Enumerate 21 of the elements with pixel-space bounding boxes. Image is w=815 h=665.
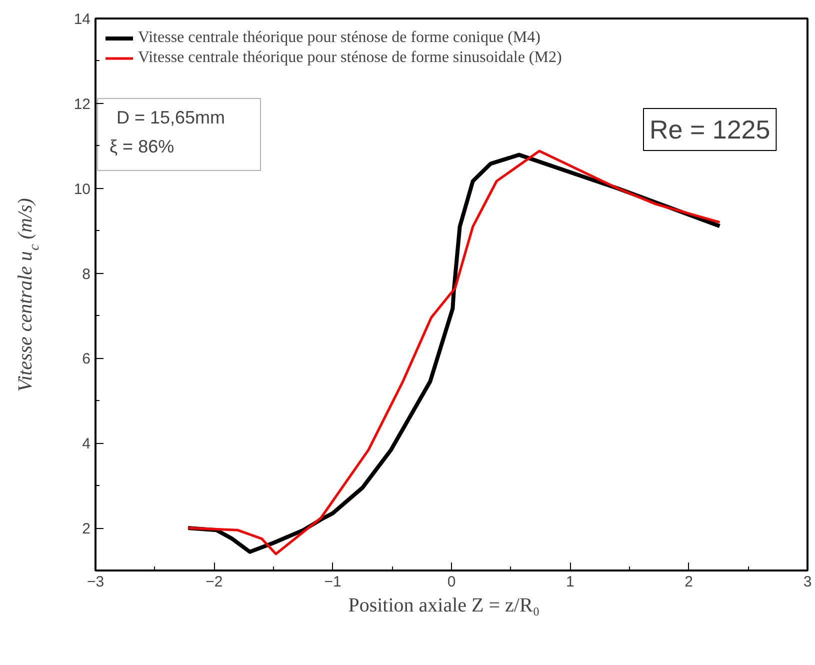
x-tick-label: 2	[684, 574, 694, 590]
annotation: Re = 1225	[650, 114, 770, 144]
x-tick-label: −3	[86, 574, 104, 590]
y-tick-label: 12	[74, 96, 91, 113]
x-tick-label: 0	[447, 574, 456, 590]
y-tick-label: 2	[82, 520, 90, 538]
x-tick-label: 1	[566, 574, 574, 590]
y-axis-title: Vitesse centrale uc (m/s)	[14, 198, 42, 392]
y-tick-label: 4	[82, 436, 90, 453]
legend-label: Vitesse centrale théorique pour sténose de forme conique (M4)	[138, 29, 540, 47]
x-tick-label: −1	[324, 574, 342, 590]
y-tick-label: 14	[74, 11, 91, 28]
annotation: ξ = 86%	[110, 136, 174, 156]
y-tick-label: 6	[82, 350, 90, 368]
x-tick-label: −2	[206, 574, 223, 590]
annotation: D = 15,65mm	[116, 108, 226, 128]
y-tick-label: 10	[74, 180, 91, 198]
y-tick-label: 8	[82, 266, 90, 283]
legend-label: Vitesse centrale théorique pour sténose de forme sinusoidale (M2)	[138, 49, 562, 67]
x-tick-label: 3	[803, 574, 812, 590]
x-axis-title: Position axiale Z = z/R₀	[348, 594, 540, 616]
